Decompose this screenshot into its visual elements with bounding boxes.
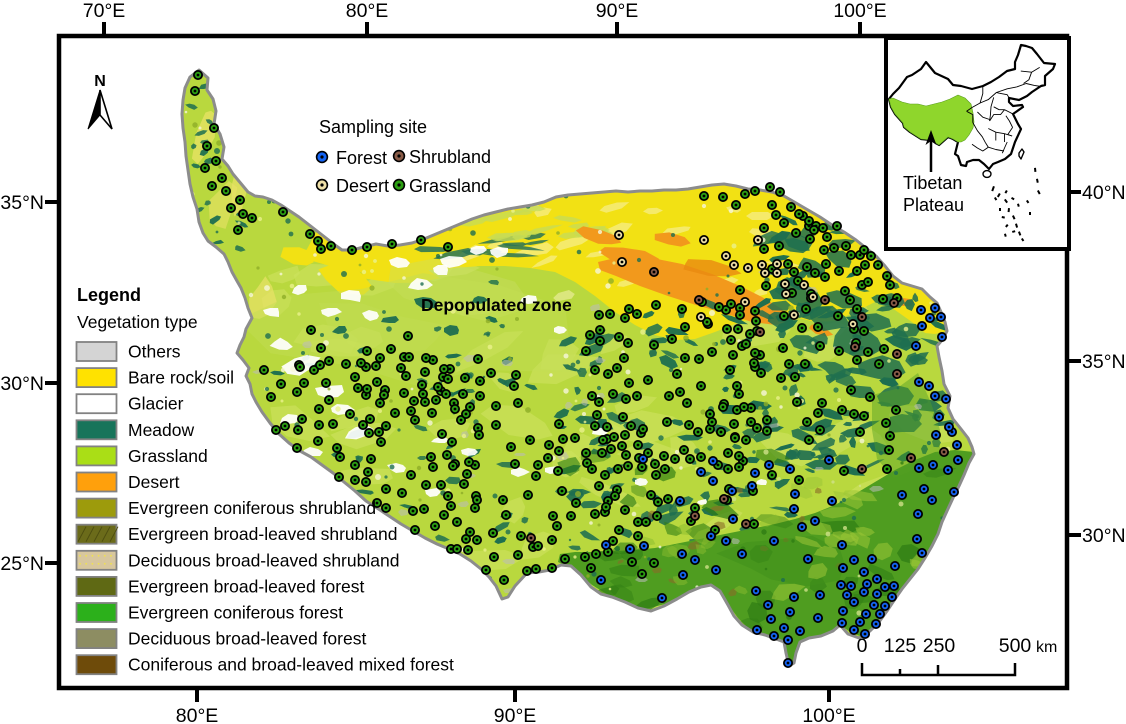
svg-text:40°N: 40°N [1082,182,1126,204]
svg-text:Bare rock/soil: Bare rock/soil [128,368,234,388]
svg-text:km: km [1036,639,1057,656]
svg-text:Evergreen coniferous shrubland: Evergreen coniferous shrubland [128,498,376,518]
svg-text:Coniferous and broad-leaved mi: Coniferous and broad-leaved mixed forest [128,655,454,675]
svg-text:Others: Others [128,342,181,362]
svg-text:Forest: Forest [336,148,387,168]
svg-text:0: 0 [857,635,868,657]
svg-text:100°E: 100°E [802,705,855,724]
svg-text:Sampling site: Sampling site [319,117,427,137]
svg-text:80°E: 80°E [176,705,219,724]
svg-text:250: 250 [923,635,956,657]
svg-text:Grassland: Grassland [128,446,208,466]
svg-text:35°N: 35°N [1082,351,1126,373]
svg-text:500: 500 [999,635,1032,657]
svg-text:90°E: 90°E [494,705,537,724]
svg-text:70°E: 70°E [83,0,126,22]
svg-text:90°E: 90°E [596,0,639,22]
svg-text:25°N: 25°N [0,553,44,575]
svg-text:Grassland: Grassland [409,176,491,196]
svg-text:Plateau: Plateau [903,195,964,215]
svg-text:Deciduous broad-leaved forest: Deciduous broad-leaved forest [128,629,366,649]
svg-text:30°N: 30°N [0,373,44,395]
svg-text:Evergreen coniferous forest: Evergreen coniferous forest [128,603,343,623]
svg-text:Desert: Desert [128,472,180,492]
svg-text:125: 125 [884,635,917,657]
svg-text:Tibetan: Tibetan [903,173,962,193]
svg-text:30°N: 30°N [1082,525,1126,547]
svg-text:35°N: 35°N [0,192,44,214]
svg-text:Evergreen broad-leaved forest: Evergreen broad-leaved forest [128,576,365,596]
svg-text:Vegetation type: Vegetation type [77,312,198,332]
svg-text:100°E: 100°E [833,0,886,22]
svg-text:Shrubland: Shrubland [409,147,491,167]
svg-text:Deciduous broad-leaved shrubla: Deciduous broad-leaved shrubland [128,550,399,570]
svg-text:Glacier: Glacier [128,394,184,414]
svg-text:Legend: Legend [77,285,141,305]
svg-text:Meadow: Meadow [128,420,195,440]
svg-text:Evergreen broad-leaved shrubla: Evergreen broad-leaved shrubland [128,524,397,544]
svg-text:N: N [94,73,106,90]
svg-text:80°E: 80°E [346,0,389,22]
svg-text:Depopulated zone: Depopulated zone [421,295,572,315]
svg-text:Desert: Desert [336,176,389,196]
